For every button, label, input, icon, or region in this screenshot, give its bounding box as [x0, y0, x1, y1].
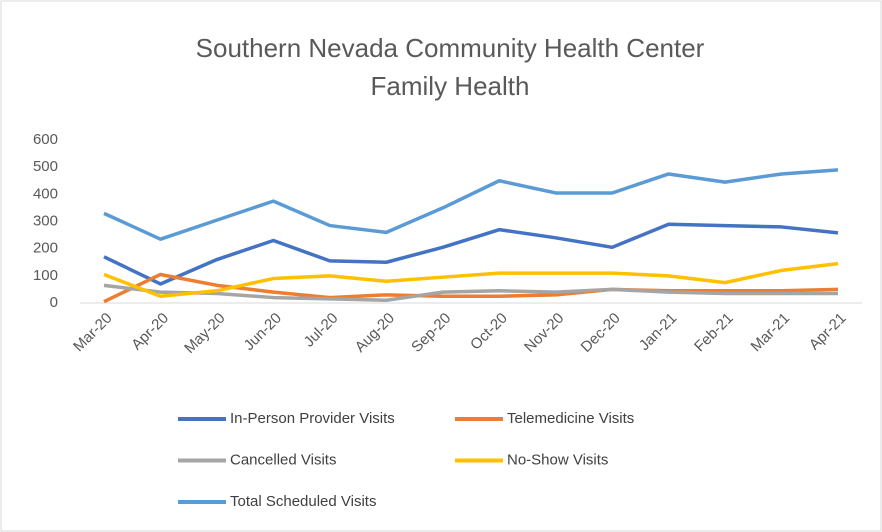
legend-label: In-Person Provider Visits: [230, 410, 395, 427]
series-line: [103, 272, 839, 304]
y-tick-label: 200: [33, 240, 58, 257]
chart-title: Family Health: [371, 71, 530, 101]
y-tick-label: 100: [33, 267, 58, 284]
legend-label: Cancelled Visits: [230, 451, 336, 468]
legend-label: Total Scheduled Visits: [230, 493, 376, 510]
series-line: [103, 222, 839, 286]
chart-title: Southern Nevada Community Health Center: [196, 33, 705, 63]
y-tick-label: 600: [33, 131, 58, 148]
y-tick-label: 300: [33, 212, 58, 229]
legend-label: No-Show Visits: [507, 451, 608, 468]
legend-label: Telemedicine Visits: [507, 410, 634, 427]
y-tick-label: 500: [33, 158, 58, 175]
series-line: [103, 168, 839, 241]
y-tick-label: 0: [50, 294, 58, 311]
series-line: [103, 261, 839, 298]
y-tick-label: 400: [33, 185, 58, 202]
series-line: [103, 283, 838, 303]
